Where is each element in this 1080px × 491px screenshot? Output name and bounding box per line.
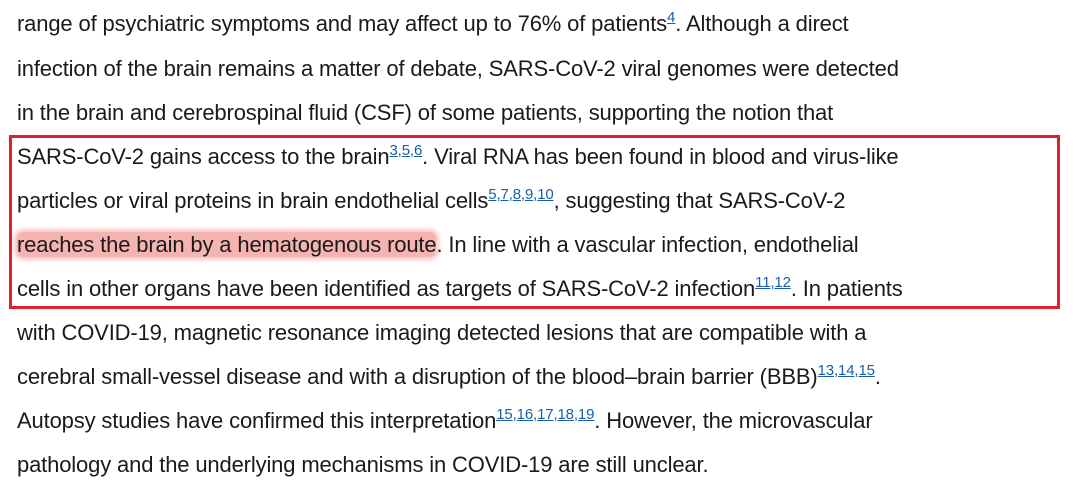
citation-link[interactable]: 19	[577, 406, 595, 423]
citation-separator: ,	[573, 406, 578, 423]
citation-separator: ,	[397, 142, 402, 159]
text-line: particles or viral proteins in brain end…	[17, 179, 1079, 223]
text-line: SARS-CoV-2 gains access to the brain3,5,…	[17, 135, 1079, 179]
text-line: range of psychiatric symptoms and may af…	[17, 0, 1079, 47]
citation-link[interactable]: 17	[537, 406, 554, 423]
text-segment: particles or viral proteins in brain end…	[17, 188, 489, 213]
text-segment: . Although a direct	[675, 11, 849, 36]
citation-link[interactable]: 9	[524, 186, 534, 203]
citation-link[interactable]: 5	[488, 186, 497, 203]
citation-separator: ,	[496, 186, 501, 203]
citation-link[interactable]: 11	[755, 274, 771, 291]
citation-link[interactable]: 18	[557, 406, 574, 423]
text-segment: . However, the microvascular	[594, 408, 873, 433]
citation-separator: ,	[553, 406, 558, 423]
text-segment: . In patients	[790, 276, 903, 301]
text-line: with COVID-19, magnetic resonance imagin…	[17, 311, 1079, 355]
text-line: cerebral small-vessel disease and with a…	[17, 355, 1079, 399]
citation-link[interactable]: 7	[500, 186, 509, 203]
citation-separator: ,	[770, 274, 775, 291]
citation-link[interactable]: 16	[516, 406, 534, 423]
citation-group: 3,5,6	[389, 142, 422, 159]
text-line: pathology and the underlying mechanisms …	[17, 443, 1079, 487]
citation-link[interactable]: 4	[667, 9, 676, 26]
citation-link[interactable]: 5	[401, 142, 410, 159]
article-paragraph: range of psychiatric symptoms and may af…	[17, 0, 1079, 487]
citation-group: 11,12	[755, 274, 791, 291]
text-line: reaches the brain by a hematogenous rout…	[17, 223, 1079, 267]
text-line: in the brain and cerebrospinal fluid (CS…	[17, 91, 1079, 135]
citation-separator: ,	[409, 142, 414, 159]
citation-link[interactable]: 10	[537, 186, 554, 203]
citation-link[interactable]: 14	[838, 362, 855, 379]
citation-separator: ,	[508, 186, 513, 203]
text-segment: Autopsy studies have confirmed this inte…	[17, 408, 497, 433]
citation-link[interactable]: 3	[389, 142, 398, 159]
citation-separator: ,	[520, 186, 525, 203]
citation-link[interactable]: 15	[496, 406, 513, 423]
citation-link[interactable]: 13	[817, 362, 835, 379]
text-segment: . In line with a vascular infection, end…	[436, 232, 859, 257]
citation-link[interactable]: 6	[413, 142, 423, 159]
citation-group: 13,14,15	[818, 362, 875, 379]
text-segment: SARS-CoV-2 gains access to the brain	[17, 144, 390, 169]
text-segment: pathology and the underlying mechanisms …	[17, 452, 709, 477]
text-line: infection of the brain remains a matter …	[17, 47, 1079, 91]
citation-separator: ,	[833, 362, 839, 379]
citation-group: 15,16,17,18,19	[496, 406, 594, 423]
text-segment: cerebral small-vessel disease and with a…	[17, 364, 818, 389]
citation-link[interactable]: 8	[512, 186, 521, 203]
citation-separator: ,	[854, 362, 859, 379]
text-segment: in the brain and cerebrospinal fluid (CS…	[17, 100, 834, 125]
text-segment: cells in other organs have been identifi…	[17, 276, 756, 301]
text-line: Autopsy studies have confirmed this inte…	[17, 399, 1079, 443]
citation-separator: ,	[533, 406, 538, 423]
citation-group: 5,7,8,9,10	[488, 186, 553, 203]
text-segment: . Viral RNA has been found in blood and …	[422, 144, 899, 169]
citation-separator: ,	[533, 186, 538, 203]
text-segment: infection of the brain remains a matter …	[17, 56, 899, 81]
highlighted-text: reaches the brain by a hematogenous rout…	[17, 232, 437, 257]
text-segment: range of psychiatric symptoms and may af…	[17, 11, 668, 36]
citation-link[interactable]: 15	[858, 362, 875, 379]
citation-link[interactable]: 12	[774, 274, 791, 291]
text-segment: with COVID-19, magnetic resonance imagin…	[17, 320, 867, 345]
citation-separator: ,	[512, 406, 517, 423]
citation-group: 4	[667, 9, 675, 26]
text-segment: .	[874, 364, 881, 389]
text-line: cells in other organs have been identifi…	[17, 267, 1079, 311]
text-segment: , suggesting that SARS-CoV-2	[553, 188, 846, 213]
